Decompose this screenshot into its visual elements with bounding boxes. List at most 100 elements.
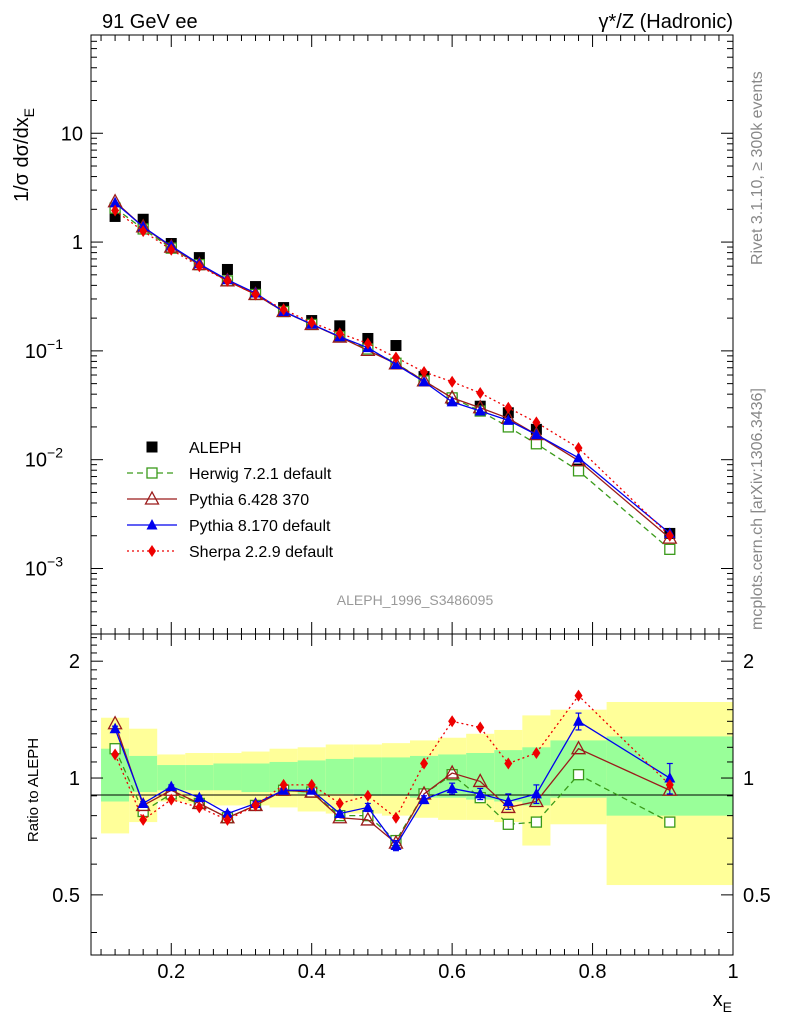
title-left: 91 GeV ee (102, 11, 198, 33)
ratio-point-sherpa (391, 811, 400, 824)
ratio-y-tick-label-right: 1 (743, 768, 754, 790)
ratio-plot-panel: Ratio to ALEPH 0.5 0.5 1 1 2 2 0.2 0.4 0.6 0.8 1 x… (25, 633, 771, 1015)
series-sherpa (111, 204, 674, 542)
x-tick-label: 0.2 (157, 961, 185, 983)
ratio-point-pythia8 (165, 780, 177, 792)
legend-marker (146, 441, 158, 453)
legend-entry-aleph: ALEPH (146, 440, 241, 457)
ratio-point-sherpa (476, 721, 485, 734)
top-series-group (107, 193, 678, 555)
ratio-point-pythia8 (109, 722, 121, 734)
series-line-sherpa (114, 209, 671, 537)
ratio-line-pythia8 (114, 720, 671, 847)
ratio-series-sherpa (111, 689, 674, 826)
y-tick-label: 10−2 (25, 445, 63, 472)
ratio-series-pythia8 (109, 712, 676, 852)
ratio-point-pythia8 (221, 807, 233, 819)
legend-entry-pythia8: Pythia 8.170 default (127, 518, 331, 535)
ratio-point-pythia6 (500, 799, 516, 814)
y-axis-label-main: 1/σ dσ/dx (11, 117, 33, 202)
point-sherpa (504, 401, 513, 414)
legend-label: Herwig 7.2.1 default (189, 466, 332, 483)
ratio-point-pythia6 (360, 811, 376, 826)
point-pythia8 (109, 196, 121, 208)
ratio-point-pythia6 (570, 740, 587, 755)
ratio-point-sherpa (279, 778, 288, 791)
ratio-point-sherpa (251, 799, 260, 812)
ratio-point-sherpa (532, 747, 541, 760)
point-sherpa (335, 327, 344, 340)
ratio-plot-frame (90, 633, 734, 956)
point-aleph (390, 340, 402, 352)
point-sherpa (363, 337, 372, 350)
ratio-point-sherpa (665, 778, 674, 791)
legend-entry-sherpa: Sherpa 2.2.9 default (127, 544, 334, 561)
ratio-point-sherpa (167, 793, 176, 806)
point-herwig (664, 543, 676, 555)
ratio-y-tick-label-right: 2 (743, 651, 754, 673)
y-tick-label: 10−1 (25, 336, 63, 363)
ratio-point-sherpa (504, 757, 513, 770)
point-aleph (334, 320, 346, 332)
ratio-point-pythia6 (276, 781, 292, 796)
legend-label: Sherpa 2.2.9 default (189, 544, 334, 561)
point-pythia8 (502, 414, 514, 425)
band-inner (185, 765, 214, 791)
legend-label: Pythia 8.170 default (189, 518, 331, 535)
point-sherpa (391, 351, 400, 364)
ratio-point-sherpa (335, 797, 344, 810)
y-tick-label: 10−3 (25, 553, 63, 580)
ratio-point-pythia8 (573, 715, 585, 726)
legend-label: ALEPH (189, 440, 241, 457)
ratio-series-group (107, 689, 678, 852)
legend-marker (148, 545, 156, 557)
ratio-point-pythia6 (662, 781, 678, 796)
mcplots-label: mcplots.cern.ch [arXiv:1306.3436] (749, 388, 766, 630)
y-tick-label-base: 10 (25, 341, 47, 363)
ratio-point-pythia6 (528, 793, 544, 808)
point-sherpa (111, 204, 120, 217)
ratio-line-sherpa (114, 694, 671, 821)
top-plot-frame (90, 34, 734, 635)
ratio-point-pythia8 (193, 791, 205, 803)
point-pythia8 (573, 451, 585, 463)
ratio-point-pythia6 (444, 764, 460, 779)
point-sherpa (167, 243, 176, 256)
y-tick-label: 1 (72, 232, 83, 254)
ratio-point-pythia8 (530, 787, 542, 799)
ratio-point-herwig (664, 816, 676, 828)
ratio-y-tick-label: 0.5 (52, 885, 80, 907)
y-axis-label-subscript: E (21, 108, 37, 117)
point-sherpa (279, 303, 288, 316)
point-sherpa (223, 274, 232, 287)
band-inner (241, 763, 270, 793)
ratio-point-herwig (502, 818, 514, 830)
legend: ALEPH Herwig 7.2.1 default Pythia 6.428 37… (127, 440, 334, 561)
series-pythia8 (109, 196, 676, 538)
ratio-y-tick-label: 1 (69, 768, 80, 790)
ratio-point-sherpa (448, 715, 457, 728)
x-tick-label: 1 (727, 961, 738, 983)
series-line-pythia8 (114, 202, 671, 534)
y-tick-label-base: 10 (25, 450, 47, 472)
y-tick-label-base: 10 (25, 558, 47, 580)
x-tick-label: 0.8 (579, 961, 607, 983)
ratio-point-pythia8 (137, 797, 149, 808)
ratio-point-pythia8 (418, 793, 430, 805)
point-aleph (221, 263, 233, 275)
ratio-ticks: 0.5 0.5 1 1 2 2 0.2 0.4 0.6 0.8 1 (52, 634, 771, 983)
x-tick-label: 0.4 (298, 961, 326, 983)
y-tick-label-exponent: −3 (47, 553, 63, 569)
point-sherpa (307, 316, 316, 329)
y-axis-label: 1/σ dσ/dxE (11, 108, 37, 202)
y-tick-label-exponent: −2 (47, 445, 63, 461)
ratio-uncertainty-bands (101, 701, 733, 886)
legend-marker (146, 467, 158, 479)
point-pythia8 (474, 405, 486, 416)
legend-entry-herwig: Herwig 7.2.1 default (127, 466, 332, 483)
band-inner (381, 757, 410, 796)
legend-marker (144, 490, 160, 505)
ratio-point-sherpa (111, 748, 120, 761)
